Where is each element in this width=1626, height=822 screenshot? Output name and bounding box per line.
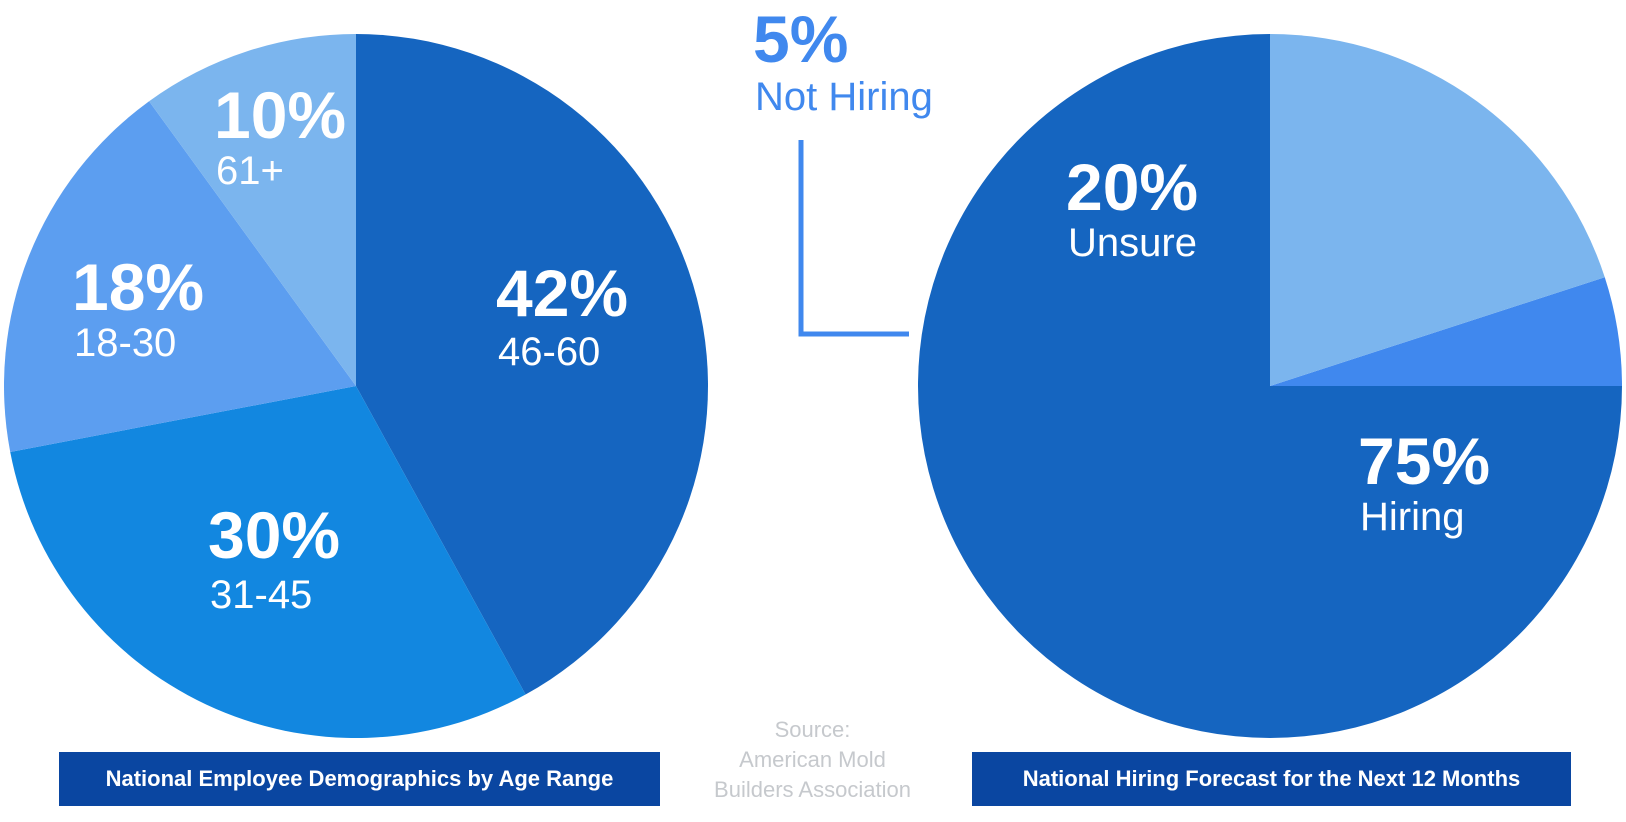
age-range-18-30-category-label: 18-30	[74, 321, 176, 365]
slice-labels: 42%46-60 30%31-45 18%18-30 10%61+ 75%Hiring 2…	[72, 2, 1490, 617]
age-range-46-60-percent-label: 42%	[496, 256, 628, 330]
age-range-46-60-category-label: 46-60	[498, 330, 600, 374]
hiring-forecast-chart-title: National Hiring Forecast for the Next 12…	[972, 752, 1571, 806]
hiring-forecast-not-hiring-percent-label: 5%	[753, 2, 848, 76]
hiring-forecast-not-hiring-category-label: Not Hiring	[755, 75, 933, 119]
age-range-slice-18-30	[3, 101, 357, 452]
source-organization-line-2: Builders Association	[714, 777, 911, 802]
hiring-forecast-slice-not-hiring	[1270, 277, 1622, 386]
age-range-31-45-percent-label: 30%	[208, 498, 340, 572]
hiring-forecast-unsure-category-label: Unsure	[1068, 221, 1197, 265]
hiring-forecast-slice-unsure	[1270, 34, 1605, 386]
age-range-31-45-category-label: 31-45	[210, 573, 312, 617]
age-range-slice-31-45	[10, 386, 526, 739]
age-range-slice-46-60	[356, 33, 709, 695]
hiring-forecast-unsure-percent-label: 20%	[1066, 150, 1198, 224]
source-label: Source:	[774, 717, 851, 742]
age-range-chart-title: National Employee Demographics by Age Ra…	[59, 752, 660, 806]
age-range-61-percent-label: 10%	[214, 78, 346, 152]
hiring-forecast-hiring-category-label: Hiring	[1360, 495, 1464, 539]
age-range-pie	[3, 33, 709, 739]
age-range-18-30-percent-label: 18%	[72, 250, 204, 324]
not-hiring-callout-line	[798, 140, 909, 337]
source-organization-line-1: American Mold	[739, 747, 886, 772]
age-range-61-category-label: 61+	[216, 149, 284, 193]
source-note: Source: American Mold Builders Associati…	[690, 715, 935, 805]
hiring-forecast-hiring-percent-label: 75%	[1358, 424, 1490, 498]
hiring-forecast-pie	[918, 34, 1622, 738]
age-range-slice-61	[149, 34, 356, 386]
